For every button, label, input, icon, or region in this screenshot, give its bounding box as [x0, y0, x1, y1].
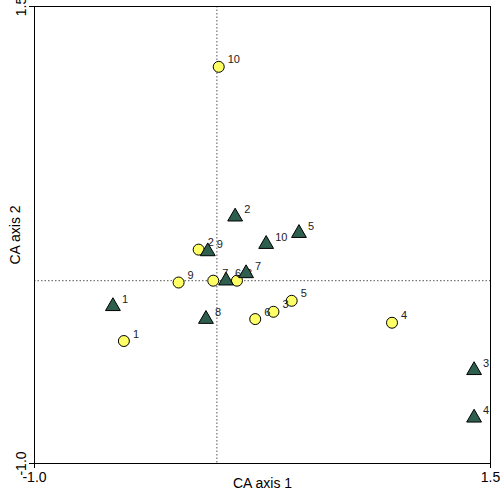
svg-text:6: 6	[264, 306, 270, 318]
svg-text:CA axis 2: CA axis 2	[7, 205, 23, 264]
svg-text:1: 1	[122, 293, 128, 305]
svg-text:1: 1	[133, 328, 139, 340]
svg-text:9: 9	[217, 238, 223, 250]
svg-text:3: 3	[483, 357, 489, 369]
svg-text:8: 8	[215, 306, 221, 318]
svg-text:1.5: 1.5	[481, 469, 500, 485]
svg-text:6: 6	[235, 267, 241, 279]
svg-text:5: 5	[308, 220, 314, 232]
svg-text:-1.0: -1.0	[12, 451, 29, 476]
svg-text:2: 2	[244, 203, 250, 215]
svg-text:2: 2	[207, 236, 214, 249]
svg-text:1.5: 1.5	[13, 0, 29, 16]
svg-text:4: 4	[483, 404, 489, 416]
svg-text:-1.0: -1.0	[22, 469, 46, 485]
svg-text:3: 3	[282, 298, 288, 310]
svg-text:CA axis 1: CA axis 1	[233, 475, 292, 491]
svg-text:5: 5	[301, 287, 307, 299]
svg-text:9: 9	[188, 269, 194, 281]
svg-text:7: 7	[255, 260, 261, 272]
svg-text:10: 10	[275, 231, 287, 243]
svg-text:4: 4	[401, 309, 407, 321]
svg-text:10: 10	[228, 53, 240, 65]
